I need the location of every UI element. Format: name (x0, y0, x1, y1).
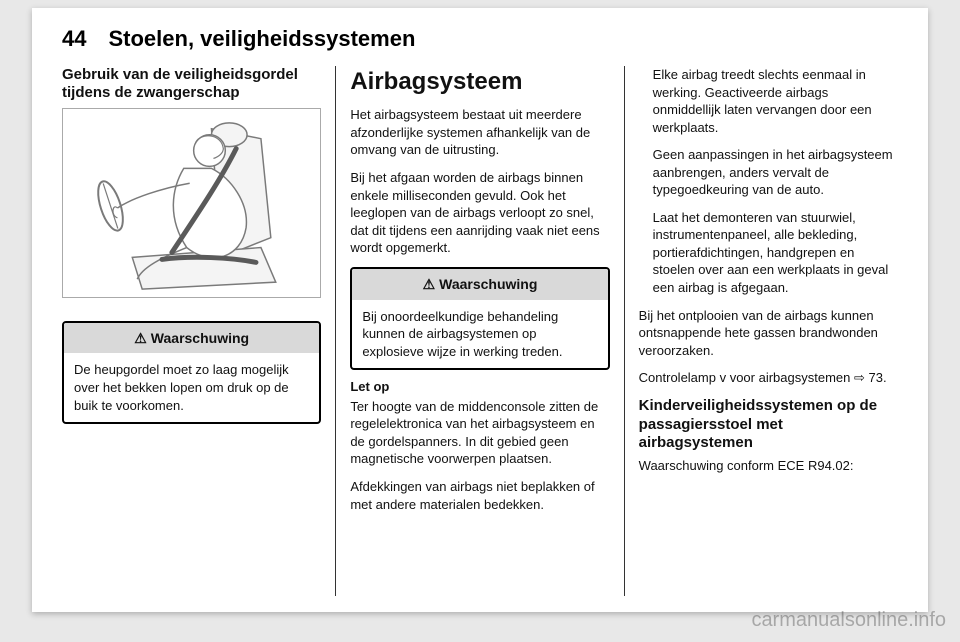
watermark: carmanualsonline.info (751, 609, 946, 632)
column-1: Gebruik van de veiligheidsgordel tijdens… (62, 66, 336, 596)
col3-subheading: Kinderveiligheidssystemen op de passagie… (639, 397, 898, 453)
content-columns: Gebruik van de veiligheidsgordel tijdens… (62, 66, 898, 596)
warning-title: Waarschuwing (151, 330, 249, 346)
col2-p3: Afdekkingen van airbags niet beplakken o… (350, 478, 609, 513)
warning-title-row: ⚠Waarschuwing (352, 269, 607, 300)
col3-p3: Waarschuwing conform ECE R94.02: (639, 457, 898, 475)
col1-warning-box: ⚠Waarschuwing De heupgordel moet zo laag… (62, 321, 321, 425)
col2-p2: Bij het afgaan worden de airbags binnen … (350, 169, 609, 257)
column-3: Elke airbag treedt slechts eenmaal in we… (625, 66, 898, 596)
warning-title-row: ⚠Waarschuwing (64, 323, 319, 354)
chapter-title: Stoelen, veiligheidssystemen (108, 26, 415, 52)
warning-body: De heupgordel moet zo laag mogelijk over… (64, 353, 319, 422)
col2-heading: Airbagsysteem (350, 66, 609, 98)
col3-indent1: Elke airbag treedt slechts eenmaal in we… (653, 66, 898, 136)
warning-title: Waarschuwing (439, 276, 537, 292)
col1-heading: Gebruik van de veiligheidsgordel tijdens… (62, 66, 321, 102)
seatbelt-pregnancy-illustration (62, 108, 321, 298)
col2-p1: Het airbagsysteem bestaat uit meerdere a… (350, 106, 609, 159)
page-number: 44 (62, 26, 86, 52)
warning-triangle-icon: ⚠ (134, 330, 147, 346)
col2-warning-box: ⚠Waarschuwing Bij onoordeelkundige behan… (350, 267, 609, 371)
col3-p2: Controlelamp v voor airbagsystemen ⇨ 73. (639, 369, 898, 387)
col3-p1: Bij het ontplooien van de airbags kunnen… (639, 307, 898, 360)
warning-body: Bij onoordeelkundige behandeling kunnen … (352, 300, 607, 369)
col3-indent3: Laat het demonteren van stuurwiel, instr… (653, 209, 898, 297)
page-header: 44 Stoelen, veiligheidssystemen (62, 26, 898, 52)
column-2: Airbagsysteem Het airbagsysteem bestaat … (336, 66, 624, 596)
col3-indent2: Geen aanpassingen in het airbagsysteem a… (653, 146, 898, 199)
manual-page: 44 Stoelen, veiligheidssystemen Gebruik … (32, 8, 928, 612)
letop-label: Let op (350, 378, 609, 396)
warning-triangle-icon: ⚠ (423, 276, 436, 292)
letop-body: Ter hoogte van de middenconsole zitten d… (350, 398, 609, 468)
